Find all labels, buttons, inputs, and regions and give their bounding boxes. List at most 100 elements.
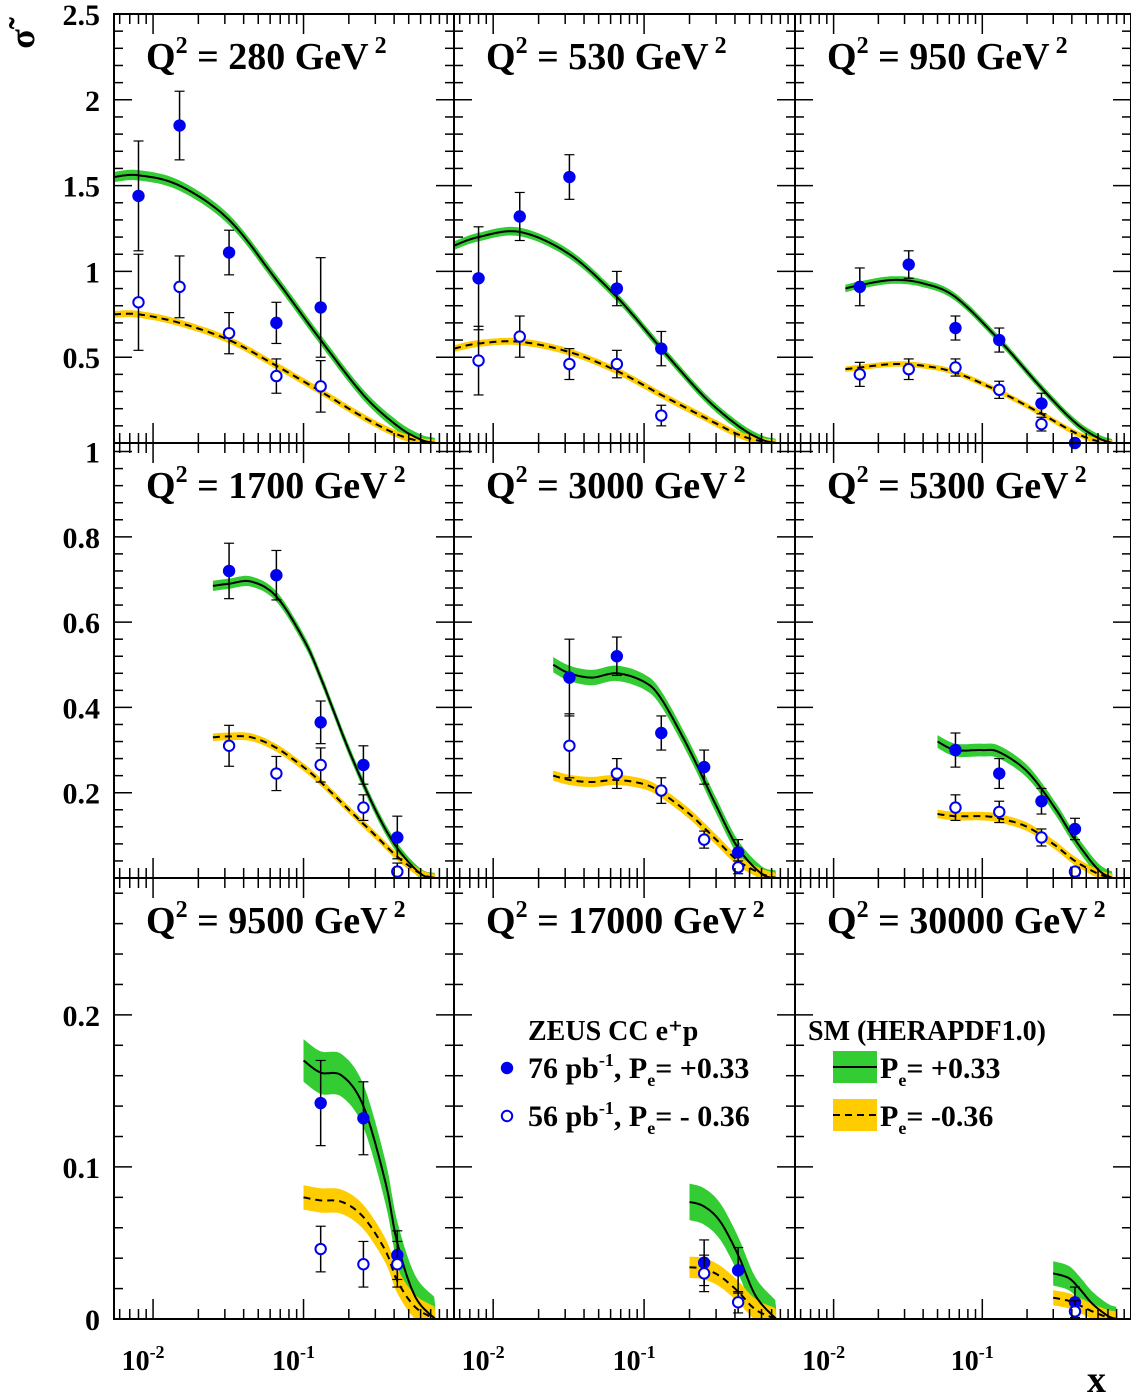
legend-pol-value: = +0.33 <box>655 1052 749 1085</box>
q2-symbol: Q <box>486 900 516 942</box>
legend-pol-value: = - 0.36 <box>655 1100 750 1133</box>
theory-band-5300-curve_neg <box>937 809 1113 878</box>
data-point-530-pos-3 <box>610 282 624 295</box>
q2-value: = 950 GeV <box>869 36 1051 78</box>
data-point-530-neg-2 <box>563 357 576 371</box>
legend-data-label-open: 56 pb-1, Pe= - 0.36 <box>528 1098 750 1138</box>
x-tick-label: 10-1 <box>951 1342 994 1377</box>
data-point-3000-pos-0 <box>563 671 576 684</box>
q2-sup: 2 <box>176 462 188 488</box>
theory-band-280-curve_neg <box>114 310 436 443</box>
q2-value: = 1700 GeV <box>188 465 389 507</box>
x-tick-exp: -1 <box>979 1342 994 1362</box>
q2-sup: 2 <box>176 33 188 59</box>
data-point-280-neg-4 <box>314 380 327 393</box>
data-point-3000-pos-1 <box>610 650 624 663</box>
gev-sup: 2 <box>709 33 727 59</box>
data-point-530-pos-2 <box>563 170 576 184</box>
legend-pol-sub: e <box>647 1070 655 1090</box>
x-tick-label: 10-1 <box>613 1342 656 1377</box>
data-point-950-neg-3 <box>993 383 1006 397</box>
x-tick-exp: -1 <box>300 1342 315 1362</box>
gev-sup: 2 <box>747 897 765 923</box>
theory-band-9500-curve_pos <box>303 1039 436 1319</box>
theory-curve-950-curve_pos <box>845 278 1113 444</box>
data-point-5300-neg-0 <box>949 801 962 814</box>
panel-title-30000: Q2 = 30000 GeV 2 <box>827 897 1106 942</box>
gev-sup: 2 <box>388 462 406 488</box>
theory-curve-1700-curve_pos <box>212 579 436 879</box>
q2-value: = 5300 GeV <box>869 465 1070 507</box>
data-point-950-neg-1 <box>902 363 915 376</box>
legend-pol-value: = +0.33 <box>906 1052 1000 1085</box>
q2-sup: 2 <box>176 897 188 923</box>
q2-value: = 280 GeV <box>188 36 370 78</box>
legend-model-label-0: Pe= +0.33 <box>880 1052 1001 1090</box>
data-point-280-pos-2 <box>222 246 236 259</box>
theory-curve-530-curve_pos <box>453 230 777 444</box>
q2-value: = 30000 GeV <box>869 900 1089 942</box>
x-tick-exp: -2 <box>150 1342 165 1362</box>
data-point-280-neg-1 <box>173 280 186 294</box>
legend-pol-label: P <box>880 1100 898 1133</box>
theory-band-9500-curve_neg <box>303 1185 436 1319</box>
q2-sup: 2 <box>516 33 528 59</box>
theory-curve-280-curve_neg <box>114 312 436 444</box>
panel-title-5300: Q2 = 5300 GeV 2 <box>827 462 1087 507</box>
theory-curve-17000-curve_neg <box>689 1266 777 1320</box>
data-points <box>132 90 1082 1320</box>
panel-frames <box>113 13 1131 1320</box>
y-tick-label: 0.2 <box>63 1000 101 1033</box>
data-point-9500-pos-0 <box>314 1096 327 1110</box>
theory-curve-280-curve_pos <box>113 173 436 444</box>
data-point-280-neg-2 <box>222 326 236 340</box>
legend-pol-label: , P <box>614 1100 647 1133</box>
data-point-530-pos-4 <box>655 342 668 355</box>
q2-sup: 2 <box>857 33 869 59</box>
data-point-1700-neg-1 <box>270 767 283 780</box>
data-point-9500-pos-1 <box>357 1112 370 1125</box>
q2-symbol: Q <box>486 465 516 507</box>
x-tick-label: 10-1 <box>272 1342 315 1377</box>
q2-symbol: Q <box>827 36 857 78</box>
legend-model: SM (HERAPDF1.0) <box>808 1016 1046 1047</box>
data-point-950-pos-0 <box>853 280 866 294</box>
data-point-5300-neg-2 <box>1035 831 1048 844</box>
q2-sup: 2 <box>516 462 528 488</box>
panel-frame-0-0 <box>113 13 455 444</box>
panel-title-950: Q2 = 950 GeV 2 <box>827 33 1068 78</box>
panel-title-1700: Q2 = 1700 GeV 2 <box>146 462 406 507</box>
q2-value: = 3000 GeV <box>528 465 729 507</box>
data-point-3000-pos-2 <box>655 726 668 740</box>
legend-model-title: SM (HERAPDF1.0) <box>808 1016 1046 1047</box>
panel-frame-2-2 <box>794 877 1131 1320</box>
y-tick-label: 0.1 <box>63 1152 101 1185</box>
data-point-530-pos-1 <box>513 210 526 223</box>
legend-lumi-exp: -1 <box>599 1098 614 1118</box>
legend-data-title: ZEUS CC e⁺p <box>528 1016 698 1047</box>
theory-band-950-curve_pos <box>845 276 1113 443</box>
data-point-530-neg-1 <box>513 330 526 343</box>
data-point-9500-neg-0 <box>314 1242 327 1256</box>
y-tick-label: 2.5 <box>63 0 101 32</box>
data-point-3000-pos-3 <box>697 760 711 774</box>
data-point-5300-pos-0 <box>949 743 962 757</box>
y-axis-title: σ̃ <box>2 18 50 58</box>
y-tick-label: 1.5 <box>63 171 101 204</box>
legend-pol-label: , P <box>614 1052 647 1085</box>
data-point-1700-neg-2 <box>314 758 327 772</box>
data-point-280-neg-0 <box>132 296 145 309</box>
x-tick-label: 10-2 <box>122 1342 165 1377</box>
data-point-950-neg-0 <box>853 368 866 381</box>
data-point-5300-neg-1 <box>993 805 1006 819</box>
y-axis-title-text: σ̃ <box>1 29 42 49</box>
legend-lumi-exp: -1 <box>599 1050 614 1070</box>
theory-curve-9500-curve_pos <box>302 1059 436 1320</box>
data-point-950-neg-2 <box>949 361 962 374</box>
y-tick-label: 0 <box>85 1304 100 1337</box>
theory-curve-5300-curve_neg <box>937 813 1113 879</box>
data-point-5300-pos-2 <box>1035 795 1048 808</box>
q2-sup: 2 <box>516 897 528 923</box>
